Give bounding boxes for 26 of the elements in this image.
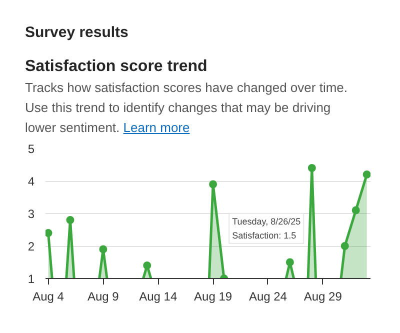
annotation: Satisfaction: 1.5 — [232, 230, 296, 240]
x-tick-label: Aug 19 — [194, 290, 232, 304]
chart-title: Survey results — [25, 23, 128, 43]
point — [143, 262, 152, 270]
y-tick-label: 4 — [28, 174, 35, 188]
text: Learn more — [123, 120, 190, 135]
y-tick-label: 2 — [28, 240, 35, 254]
point — [286, 258, 294, 266]
point — [352, 206, 360, 214]
point — [340, 242, 349, 250]
point — [308, 164, 316, 172]
annotation: Tuesday, 8/26/25 — [232, 216, 301, 226]
y-tick-label: 5 — [28, 142, 35, 156]
x-tick-label: Aug 29 — [304, 290, 342, 304]
x-tick-label: Aug 14 — [139, 290, 178, 304]
x-tick-label: Aug 4 — [32, 290, 64, 304]
point — [66, 216, 74, 224]
x-tick-label: Aug 9 — [87, 290, 120, 304]
chart-subtitle: Satisfaction score trend — [25, 57, 208, 77]
y-tick-label: 3 — [28, 207, 35, 221]
x-tick-label: Aug 24 — [248, 290, 288, 304]
point — [99, 245, 108, 254]
y-tick-label: 1 — [28, 272, 35, 286]
point — [209, 180, 218, 188]
point — [46, 229, 52, 237]
point — [362, 170, 370, 178]
